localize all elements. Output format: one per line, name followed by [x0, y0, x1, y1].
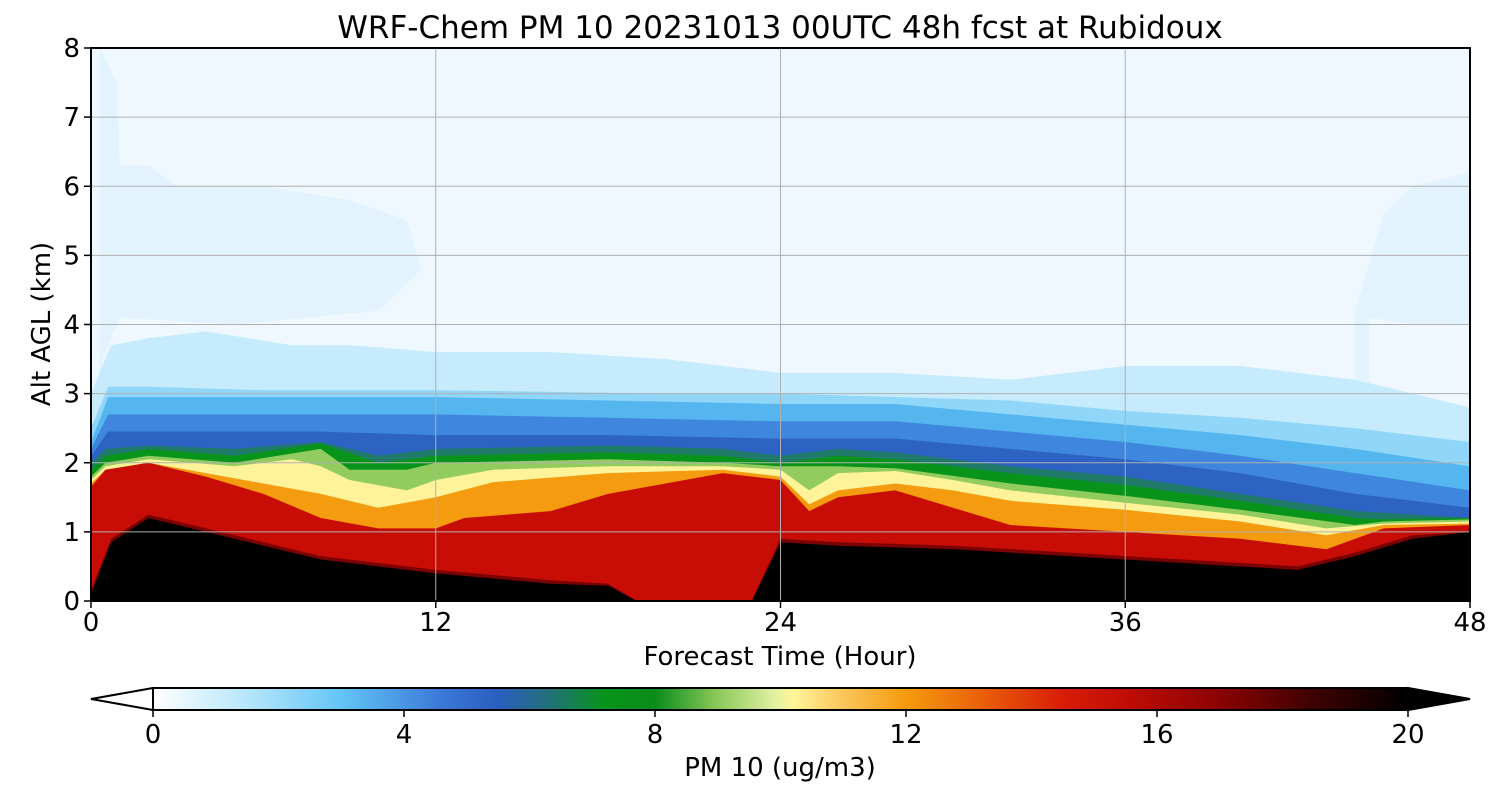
y-axis-ticks: 0 1 2 3 4 5 6 7 8: [63, 34, 91, 617]
colorbar-tick-label: 8: [647, 720, 664, 750]
colorbar: 0 4 8 12 16 20 PM 10 (ug/m3): [90, 686, 1471, 783]
y-tick-label: 5: [63, 241, 80, 271]
grid-lines: [91, 48, 1470, 601]
y-tick-label: 1: [63, 518, 80, 548]
y-tick-label: 6: [63, 172, 80, 202]
colorbar-label: PM 10 (ug/m3): [684, 753, 876, 783]
x-axis-ticks: 0 12 24 36 48: [83, 601, 1487, 638]
x-axis-label: Forecast Time (Hour): [643, 642, 916, 672]
colorbar-tick-label: 4: [396, 720, 413, 750]
y-tick-label: 8: [63, 34, 80, 64]
colorbar-tick-label: 20: [1391, 720, 1424, 750]
chart-title: WRF-Chem PM 10 20231013 00UTC 48h fcst a…: [337, 10, 1222, 46]
x-tick-label: 24: [764, 608, 797, 638]
y-tick-label: 7: [63, 103, 80, 133]
colorbar-tick-label: 0: [145, 720, 162, 750]
x-tick-label: 0: [83, 608, 100, 638]
colorbar-extend-high: [1407, 686, 1471, 712]
x-tick-label: 36: [1109, 608, 1142, 638]
contour-level-2: [1355, 172, 1470, 601]
x-tick-label: 12: [419, 608, 452, 638]
colorbar-tick-label: 12: [889, 720, 922, 750]
y-tick-label: 0: [63, 587, 80, 617]
y-tick-label: 3: [63, 380, 80, 410]
y-tick-label: 2: [63, 449, 80, 479]
y-tick-label: 4: [63, 311, 80, 341]
plot-area: [91, 48, 1470, 601]
colorbar-extend-low: [90, 686, 154, 712]
x-tick-label: 48: [1453, 608, 1486, 638]
colorbar-ticks: 0 4 8 12 16 20: [145, 710, 1425, 750]
colorbar-gradient: [152, 687, 1409, 711]
y-axis-label: Alt AGL (km): [27, 242, 57, 406]
colorbar-tick-label: 16: [1140, 720, 1173, 750]
